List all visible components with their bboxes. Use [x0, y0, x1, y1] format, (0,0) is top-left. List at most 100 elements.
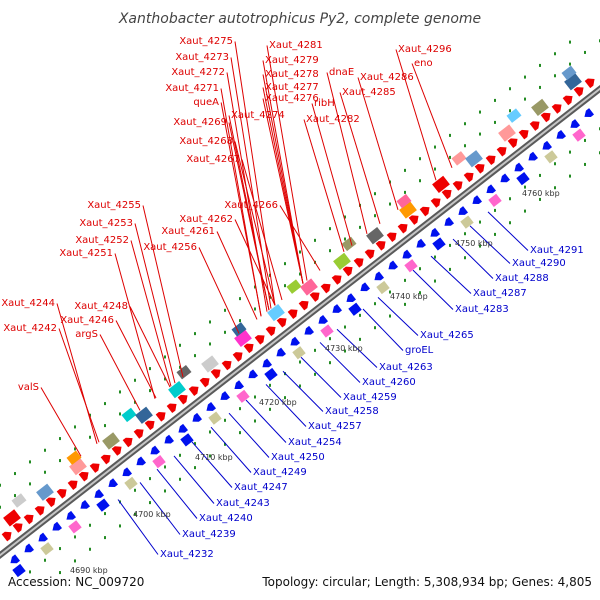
gene-label-xaut-4274[interactable]: Xaut_4274	[231, 110, 285, 121]
gene-label-xaut-4276[interactable]: Xaut_4276	[265, 93, 319, 104]
gene-arrow[interactable]	[134, 456, 147, 468]
gene-arrow[interactable]	[400, 249, 413, 262]
gene-block[interactable]	[366, 227, 384, 245]
gene-label-xaut-4263[interactable]: Xaut_4263	[379, 362, 433, 373]
gene-arrow[interactable]	[243, 341, 257, 354]
gene-label-ribh[interactable]: ribH	[314, 98, 335, 109]
gene-arrow[interactable]	[309, 289, 323, 302]
gene-label-xaut-4246[interactable]: Xaut_4246	[60, 315, 114, 326]
gene-label-xaut-4267[interactable]: Xaut_4267	[186, 154, 240, 165]
gene-arrow[interactable]	[331, 272, 345, 285]
gene-block[interactable]	[341, 236, 357, 252]
gene-arrow[interactable]	[176, 423, 189, 436]
gene-label-xaut-4247[interactable]: Xaut_4247	[234, 482, 288, 493]
gene-label-xaut-4290[interactable]: Xaut_4290	[512, 258, 566, 269]
gene-arrow[interactable]	[484, 184, 497, 196]
gene-arrow[interactable]	[56, 486, 70, 499]
gene-block[interactable]	[264, 367, 278, 382]
gene-arrow[interactable]	[456, 206, 469, 218]
gene-label-dnae[interactable]: dnaE	[329, 67, 354, 78]
gene-label-xaut-4239[interactable]: Xaut_4239	[182, 529, 236, 540]
gene-block[interactable]	[432, 175, 450, 194]
gene-arrow[interactable]	[485, 152, 499, 166]
gene-arrow[interactable]	[276, 315, 290, 328]
gene-arrow[interactable]	[12, 520, 26, 533]
gene-label-quea[interactable]: queA	[193, 97, 219, 108]
gene-label-xaut-4258[interactable]: Xaut_4258	[325, 406, 379, 417]
gene-arrow[interactable]	[562, 93, 576, 106]
gene-block[interactable]	[460, 215, 474, 229]
gene-block[interactable]	[333, 252, 351, 270]
gene-arrow[interactable]	[166, 400, 180, 414]
gene-arrow[interactable]	[148, 445, 161, 458]
gene-arrow[interactable]	[23, 512, 37, 525]
gene-arrow[interactable]	[414, 238, 427, 251]
gene-label-xaut-4232[interactable]: Xaut_4232	[160, 549, 214, 560]
gene-arrow[interactable]	[540, 140, 553, 153]
gene-label-xaut-4268[interactable]: Xaut_4268	[179, 136, 233, 147]
gene-label-args[interactable]: argS	[75, 329, 98, 340]
gene-arrow[interactable]	[320, 281, 334, 294]
gene-block[interactable]	[348, 302, 362, 316]
gene-block[interactable]	[488, 193, 502, 208]
gene-arrow[interactable]	[573, 84, 587, 97]
gene-label-xaut-4242[interactable]: Xaut_4242	[3, 323, 57, 334]
gene-block[interactable]	[66, 450, 82, 465]
gene-label-xaut-4272[interactable]: Xaut_4272	[171, 67, 225, 78]
gene-block[interactable]	[121, 407, 137, 423]
gene-block[interactable]	[176, 364, 192, 380]
gene-arrow[interactable]	[342, 264, 356, 277]
gene-arrow[interactable]	[133, 426, 147, 439]
gene-block[interactable]	[404, 259, 418, 273]
gene-arrow[interactable]	[554, 129, 567, 142]
gene-label-xaut-4279[interactable]: Xaut_4279	[265, 55, 319, 66]
gene-block[interactable]	[68, 520, 82, 534]
gene-block[interactable]	[124, 476, 138, 491]
gene-label-xaut-4273[interactable]: Xaut_4273	[175, 52, 229, 63]
gene-arrow[interactable]	[551, 101, 565, 114]
gene-arrow[interactable]	[67, 477, 81, 491]
gene-arrow[interactable]	[344, 293, 357, 305]
gene-arrow[interactable]	[122, 435, 136, 448]
gene-label-xaut-4243[interactable]: Xaut_4243	[216, 498, 270, 509]
gene-arrow[interactable]	[246, 369, 259, 381]
gene-block[interactable]	[36, 483, 54, 501]
gene-label-xaut-4250[interactable]: Xaut_4250	[271, 452, 325, 463]
gene-label-xaut-4255[interactable]: Xaut_4255	[87, 200, 141, 211]
gene-arrow[interactable]	[260, 358, 273, 371]
gene-block[interactable]	[451, 151, 467, 166]
gene-block[interactable]	[465, 150, 483, 168]
gene-label-xaut-4266[interactable]: Xaut_4266	[224, 200, 278, 211]
gene-arrow[interactable]	[512, 162, 525, 175]
gene-arrow[interactable]	[330, 304, 343, 316]
gene-arrow[interactable]	[50, 521, 63, 534]
gene-arrow[interactable]	[302, 325, 315, 338]
gene-block[interactable]	[561, 65, 577, 81]
gene-block[interactable]	[135, 406, 153, 424]
gene-arrow[interactable]	[199, 375, 213, 388]
gene-label-xaut-4261[interactable]: Xaut_4261	[161, 226, 215, 237]
gene-label-xaut-4253[interactable]: Xaut_4253	[79, 218, 133, 229]
gene-arrow[interactable]	[507, 135, 521, 148]
gene-block[interactable]	[234, 329, 252, 347]
gene-label-xaut-4282[interactable]: Xaut_4282	[306, 114, 360, 125]
gene-arrow[interactable]	[120, 467, 133, 479]
gene-arrow[interactable]	[526, 151, 539, 164]
gene-arrow[interactable]	[45, 494, 59, 508]
gene-arrow[interactable]	[441, 187, 455, 200]
gene-arrow[interactable]	[106, 478, 119, 490]
gene-block[interactable]	[3, 509, 21, 527]
gene-block[interactable]	[572, 128, 586, 142]
gene-arrow[interactable]	[155, 409, 169, 422]
gene-block[interactable]	[102, 432, 120, 450]
gene-arrow[interactable]	[221, 358, 235, 371]
gene-arrow[interactable]	[232, 380, 245, 392]
gene-arrow[interactable]	[111, 443, 125, 456]
gene-label-xaut-4281[interactable]: Xaut_4281	[269, 40, 323, 51]
gene-arrow[interactable]	[386, 229, 400, 243]
gene-block[interactable]	[531, 98, 549, 117]
gene-arrow[interactable]	[274, 347, 287, 360]
gene-arrow[interactable]	[1, 529, 15, 542]
gene-block[interactable]	[201, 355, 219, 373]
gene-label-xaut-4257[interactable]: Xaut_4257	[308, 421, 362, 432]
